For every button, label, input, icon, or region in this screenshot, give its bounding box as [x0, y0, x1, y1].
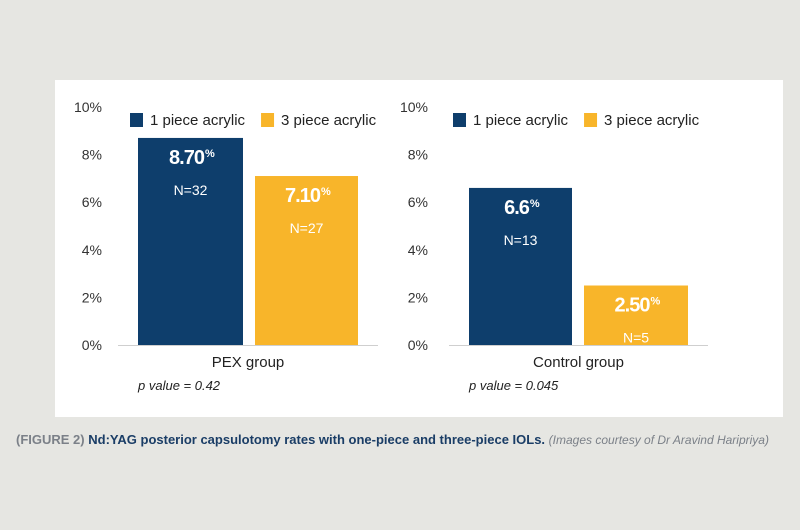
legend-label: 1 piece acrylic	[150, 112, 246, 129]
y-tick-label: 4%	[82, 242, 102, 258]
chart-1: 0% 2% 4% 6% 8% 10% 8.70 % N=32 7.10 % N=27 1 piece a…	[74, 99, 378, 393]
bar-3-piece-acrylic	[584, 285, 688, 345]
bar-3-piece-acrylic	[255, 176, 358, 345]
bar-n-label: N=5	[623, 330, 649, 346]
legend-label: 1 piece acrylic	[473, 112, 569, 129]
y-tick-label: 0%	[408, 337, 428, 353]
bar-n-label: N=32	[174, 182, 208, 198]
figure-caption: (FIGURE 2) Nd:YAG posterior capsulotomy …	[16, 432, 796, 447]
bar-value-percent: %	[321, 186, 331, 198]
legend-swatch	[130, 113, 143, 127]
bar-value-percent: %	[650, 296, 660, 308]
y-tick-label: 2%	[82, 289, 102, 305]
y-tick-label: 10%	[74, 99, 102, 115]
bar-n-label: N=13	[504, 232, 538, 248]
bar-value-percent: %	[530, 198, 540, 210]
y-tick-label: 4%	[408, 242, 428, 258]
bar-1-piece-acrylic	[469, 187, 572, 345]
chart-2: 0% 2% 4% 6% 8% 10% 6.6 % N=13 2.50 % N=5 1 piece acr…	[400, 99, 708, 393]
y-tick-label: 10%	[400, 99, 428, 115]
y-tick-label: 8%	[408, 147, 428, 163]
bar-value-label: 7.10	[285, 185, 321, 207]
legend-swatch	[453, 113, 466, 127]
p-value-annotation: p value = 0.045	[468, 378, 559, 393]
charts-svg: 0% 2% 4% 6% 8% 10% 8.70 % N=32 7.10 % N=27 1 piece a…	[74, 99, 708, 393]
legend-swatch	[584, 113, 598, 127]
category-label: Control group	[533, 354, 624, 371]
figure-credit: (Images courtesy of Dr Aravind Haripriya…	[548, 433, 769, 447]
bar-value-label: 8.70	[169, 147, 205, 169]
y-tick-label: 8%	[82, 147, 102, 163]
bar-value-percent: %	[205, 148, 215, 160]
bar-n-label: N=27	[290, 220, 324, 236]
legend-label: 3 piece acrylic	[281, 112, 377, 129]
p-value-annotation: p value = 0.42	[137, 378, 221, 393]
bar-1-piece-acrylic	[138, 137, 243, 345]
figure-title: Nd:YAG posterior capsulotomy rates with …	[88, 432, 546, 447]
legend-label: 3 piece acrylic	[604, 112, 700, 129]
legend-swatch	[261, 113, 275, 127]
y-tick-label: 2%	[408, 289, 428, 305]
figure-label: (FIGURE 2)	[16, 432, 85, 447]
chart-panel: 0% 2% 4% 6% 8% 10% 8.70% N=32 7.10% N=27 1 piece a…	[55, 80, 783, 417]
y-tick-label: 6%	[408, 194, 428, 210]
bar-value-label: 2.50	[615, 295, 651, 317]
y-tick-label: 0%	[82, 337, 102, 353]
category-label: PEX group	[212, 354, 285, 371]
y-tick-label: 6%	[82, 194, 102, 210]
bar-value-label: 6.6	[504, 197, 530, 219]
